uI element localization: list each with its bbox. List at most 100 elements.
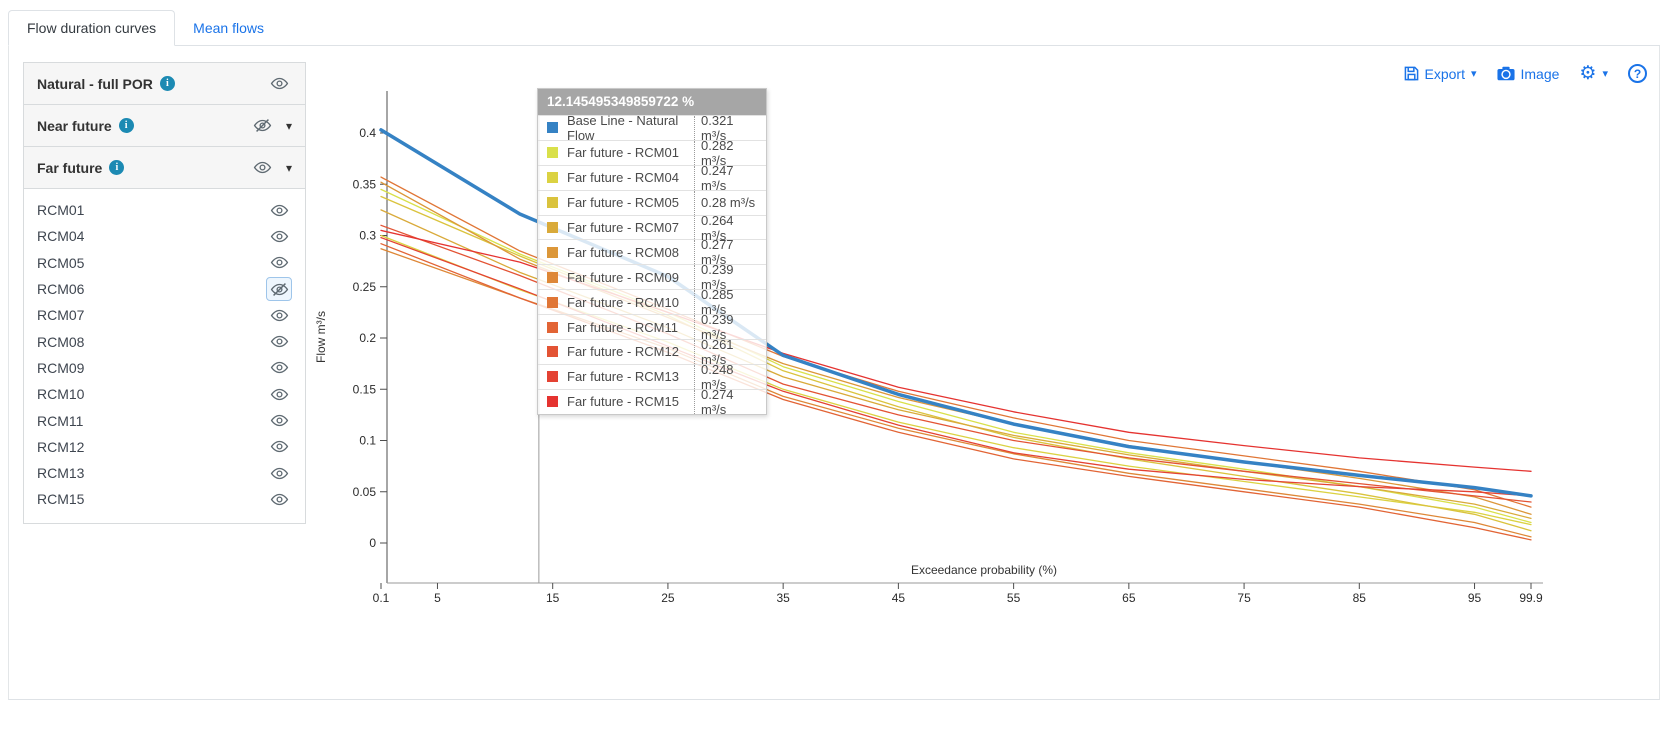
info-icon[interactable]: i [159, 76, 175, 91]
series-name: Far future - RCM08 [567, 244, 679, 260]
settings-caret-icon[interactable]: ▾ [1602, 68, 1608, 80]
x-tick-label: 99.9 [1519, 591, 1543, 605]
y-tick-label: 0.25 [353, 280, 377, 294]
series-swatch-icon [547, 396, 558, 408]
chevron-down-icon[interactable]: ▾ [285, 160, 292, 175]
series-value: 0.285 m³/s [694, 287, 766, 317]
sidebar-group-near-future[interactable]: Near future i ▾ [24, 105, 305, 147]
tooltip-row: Far future - RCM04 0.247 m³/s [538, 163, 766, 193]
info-icon[interactable]: i [118, 118, 134, 133]
series-swatch-icon [547, 222, 558, 233]
x-tick-label: 25 [661, 591, 675, 605]
eye-icon[interactable] [266, 198, 292, 222]
tooltip-series-cell: Far future - RCM05 [538, 195, 694, 210]
eye-icon[interactable] [266, 303, 292, 327]
eye-icon[interactable] [250, 156, 276, 180]
series-name: Far future - RCM07 [567, 220, 679, 235]
tooltip-header: 12.145495349859722 % [538, 89, 766, 115]
eye-off-icon[interactable] [250, 114, 276, 138]
group-label: Far future [37, 159, 103, 176]
y-tick-label: 0.15 [353, 382, 377, 396]
sidebar-item-rcm11: RCM11 [24, 407, 305, 433]
item-label: RCM09 [37, 359, 85, 376]
sidebar-group-natural-full-por[interactable]: Natural - full POR i [24, 63, 305, 105]
series-value: 0.247 m³/s [694, 163, 766, 193]
eye-off-icon[interactable] [266, 277, 292, 302]
tooltip-row: Far future - RCM11 0.239 m³/s [538, 312, 766, 342]
eye-icon[interactable] [266, 356, 292, 380]
series-name: Far future - RCM12 [567, 344, 679, 360]
sidebar-items: RCM01 RCM04 RCM05 RCM06 RCM07 RCM08 RCM09 RCM10… [24, 189, 305, 523]
eye-icon[interactable] [266, 224, 292, 248]
series-name: Far future - RCM10 [567, 294, 679, 310]
eye-icon[interactable] [266, 251, 292, 275]
chevron-down-icon[interactable]: ▾ [285, 118, 292, 133]
eye-icon[interactable] [266, 330, 292, 354]
series-name: Far future - RCM09 [567, 269, 679, 285]
series-value: 0.277 m³/s [694, 237, 766, 267]
tooltip-series-cell: Far future - RCM11 [538, 320, 694, 335]
series-name: Base Line - Natural Flow [567, 112, 679, 143]
series-value: 0.28 m³/s [694, 190, 766, 215]
eye-icon[interactable] [266, 435, 292, 459]
x-tick-label: 35 [776, 591, 790, 605]
eye-icon[interactable] [266, 461, 292, 485]
tab-mean-flows[interactable]: Mean flows [193, 20, 264, 36]
y-tick-label: 0.2 [359, 331, 376, 345]
series-name: Far future - RCM11 [567, 319, 679, 335]
export-caret-icon[interactable]: ▾ [1470, 68, 1477, 80]
info-icon[interactable]: i [109, 160, 125, 175]
item-label: RCM08 [37, 333, 85, 350]
series-swatch-icon [547, 246, 558, 258]
export-button[interactable]: Export ▾ [1404, 66, 1477, 82]
item-label: RCM13 [37, 465, 85, 482]
series-name: Far future - RCM04 [567, 170, 679, 186]
item-label: RCM04 [37, 228, 85, 245]
sidebar-item-rcm15: RCM15 [24, 486, 305, 512]
eye-icon[interactable] [266, 382, 292, 406]
save-icon [1404, 66, 1418, 81]
item-label: RCM15 [37, 491, 85, 508]
tooltip-row: Far future - RCM13 0.248 m³/s [538, 362, 766, 392]
y-tick-label: 0.35 [353, 177, 377, 191]
series-swatch-icon [547, 172, 558, 184]
item-label: RCM10 [37, 386, 85, 403]
gear-icon: ⚙ [1579, 63, 1597, 84]
x-tick-label: 0.1 [373, 591, 390, 605]
series-name: Far future - RCM01 [567, 145, 679, 161]
tooltip-series-cell: Far future - RCM01 [538, 145, 694, 160]
tooltip-series-cell: Base Line - Natural Flow [538, 113, 694, 143]
x-tick-label: 55 [1007, 591, 1021, 605]
x-axis-title: Exceedance probability (%) [911, 563, 1057, 577]
series-value: 0.264 m³/s [694, 213, 766, 243]
tooltip-series-cell: Far future - RCM10 [538, 295, 694, 310]
series-value: 0.239 m³/s [694, 312, 766, 342]
settings-button[interactable]: ⚙ ▾ [1579, 64, 1608, 83]
tooltip-row: Far future - RCM12 0.261 m³/s [538, 337, 766, 367]
image-button[interactable]: Image [1496, 65, 1560, 82]
image-label: Image [1520, 65, 1560, 82]
series-swatch-icon [547, 147, 558, 159]
sidebar-item-rcm12: RCM12 [24, 434, 305, 460]
group-label: Near future [37, 117, 112, 134]
y-tick-label: 0.3 [359, 229, 376, 243]
tooltip-row: Far future - RCM07 0.264 m³/s [538, 213, 766, 243]
tooltip-row: Far future - RCM08 0.277 m³/s [538, 237, 766, 267]
tooltip-row: Far future - RCM10 0.285 m³/s [538, 287, 766, 317]
sidebar-group-far-future[interactable]: Far future i ▾ [24, 147, 305, 189]
series-swatch-icon [547, 346, 558, 358]
tab-bar: Flow duration curves Mean flows [8, 8, 1660, 46]
eye-icon[interactable] [266, 487, 292, 511]
y-tick-label: 0.1 [359, 434, 376, 448]
tab-flow-duration-curves[interactable]: Flow duration curves [8, 10, 176, 46]
x-tick-label: 95 [1468, 591, 1482, 605]
sidebar-item-rcm06: RCM06 [24, 276, 305, 302]
x-tick-label: 5 [434, 591, 441, 605]
sidebar-item-rcm01: RCM01 [24, 197, 305, 223]
eye-icon[interactable] [266, 72, 292, 96]
help-button[interactable]: ? [1628, 64, 1647, 83]
eye-icon[interactable] [266, 409, 292, 433]
series-value: 0.239 m³/s [694, 262, 766, 292]
series-value: 0.261 m³/s [694, 337, 766, 367]
